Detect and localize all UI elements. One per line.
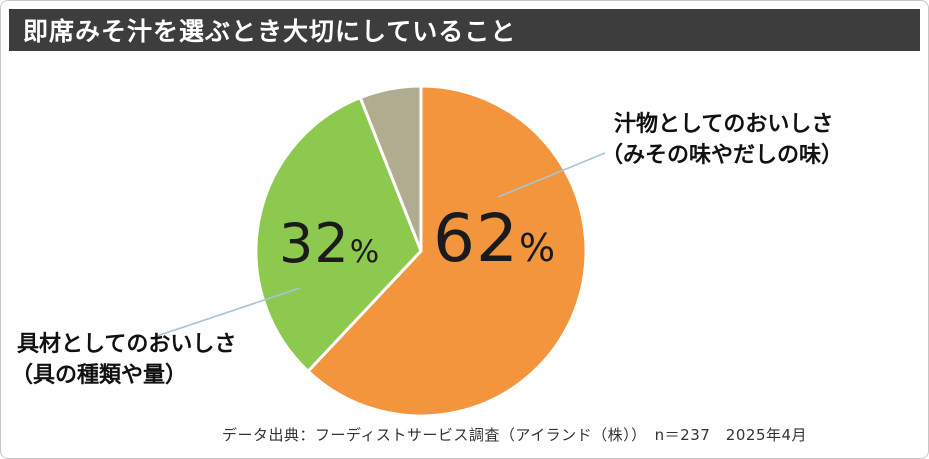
leader-line-soup (497, 152, 606, 198)
chart-title: 即席みそ汁を選ぶとき大切にしていること (23, 17, 517, 46)
percent-label-ingredients: 32% (279, 217, 379, 271)
percent-value-ingredients: 32 (279, 212, 350, 275)
leader-line-ingredients (153, 287, 301, 338)
pie-slice-1 (254, 96, 423, 373)
source-note: データ出典：フーディストサービス調査（アイランド（株）） n＝237 2025年… (221, 426, 808, 444)
annotation-ingredients: 具材としてのおいしさ （具の種類や量） (11, 329, 236, 391)
percent-sign-soup: % (518, 226, 556, 270)
annotation-soup-line2: （みその味やだしの味） (601, 143, 844, 169)
percent-value-soup: 62 (433, 200, 519, 277)
annotation-soup-line1: 汁物としてのおいしさ (614, 112, 834, 137)
annotation-ingredients-line1: 具材としてのおいしさ (17, 332, 237, 357)
annotation-soup: 汁物としてのおいしさ （みその味やだしの味） (601, 109, 843, 171)
percent-label-soup: 62% (433, 206, 555, 272)
pie-slice-0 (306, 84, 588, 418)
title-bar: 即席みそ汁を選ぶとき大切にしていること (9, 9, 920, 51)
pie-slice-2 (358, 84, 423, 253)
percent-sign-ingredients: % (349, 234, 380, 270)
annotation-ingredients-line2: （具の種類や量） (11, 363, 188, 389)
